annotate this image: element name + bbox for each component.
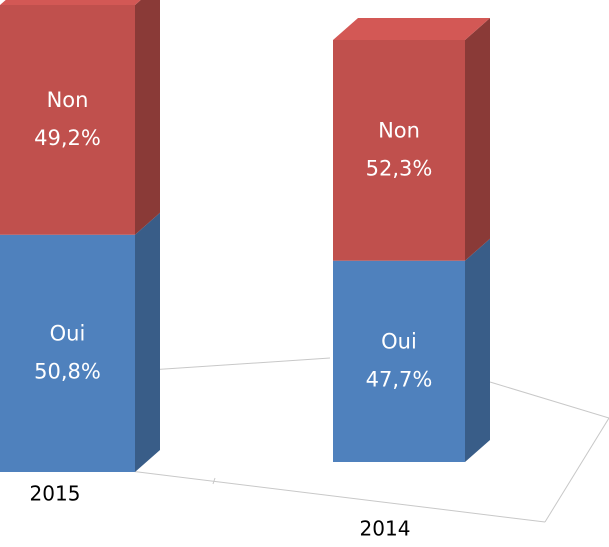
bar bbox=[0, 234, 135, 472]
bar-top bbox=[0, 0, 141, 5]
floor-edge bbox=[544, 417, 609, 523]
bar bbox=[0, 5, 135, 235]
bar-side bbox=[465, 18, 490, 261]
bar-side bbox=[135, 0, 160, 235]
value-label: 47,7% bbox=[366, 367, 433, 391]
floor-tick bbox=[212, 477, 216, 485]
bar bbox=[333, 260, 465, 462]
bar bbox=[333, 40, 465, 261]
series-name-label: Non bbox=[378, 118, 420, 142]
bar-top bbox=[333, 18, 490, 40]
x-tick-label: 2014 bbox=[360, 517, 411, 541]
value-label: 49,2% bbox=[34, 126, 101, 150]
value-label: 52,3% bbox=[366, 156, 433, 180]
series-name-label: Oui bbox=[381, 329, 417, 353]
floor-edge bbox=[489, 381, 609, 419]
bar-side bbox=[465, 238, 490, 462]
value-label: 50,8% bbox=[34, 359, 101, 383]
series-name-label: Oui bbox=[50, 321, 86, 345]
series-name-label: Non bbox=[47, 88, 89, 112]
bar-side bbox=[135, 212, 160, 472]
x-tick-label: 2015 bbox=[30, 482, 81, 506]
